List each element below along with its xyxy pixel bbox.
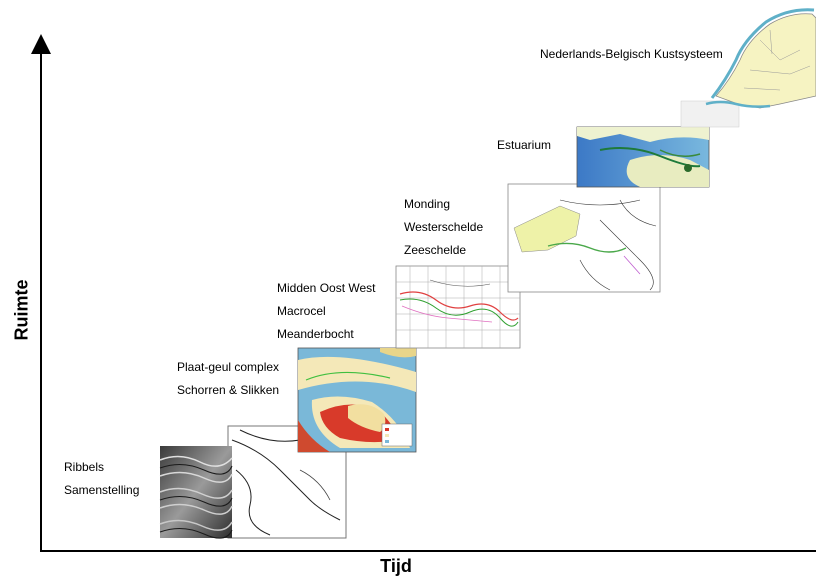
tile-tidal-flat-map <box>297 347 417 453</box>
tile-estuary-outline-map <box>507 183 661 293</box>
y-axis-title: Ruimte <box>11 279 32 341</box>
x-axis-title: Tijd <box>380 556 412 576</box>
level-3-line-3: Meanderbocht <box>277 327 354 341</box>
level-4-line-1: Monding <box>404 197 451 211</box>
level-3-line-1: Midden Oost West <box>277 281 376 295</box>
tile-meander-grid-map <box>395 265 521 349</box>
level-1-line-1: Ribbels <box>64 460 105 474</box>
level-4-line-3: Zeeschelde <box>404 243 467 257</box>
level-2-line-2: Schorren & Slikken <box>177 383 280 397</box>
level-1-line-2: Samenstelling <box>64 483 140 497</box>
level-4-line-2: Westerschelde <box>404 220 484 234</box>
level-5-line-1: Estuarium <box>497 138 552 152</box>
level-2-line-1: Plaat-geul complex <box>177 360 280 374</box>
tile-sand-ripples-photo <box>159 446 233 539</box>
level-6-line-1: Nederlands-Belgisch Kustsysteem <box>540 47 723 61</box>
level-3-line-2: Macrocel <box>277 304 326 318</box>
tile-estuary-bathymetry-map <box>576 126 710 188</box>
tile-netherlands-coast-map <box>680 8 816 128</box>
